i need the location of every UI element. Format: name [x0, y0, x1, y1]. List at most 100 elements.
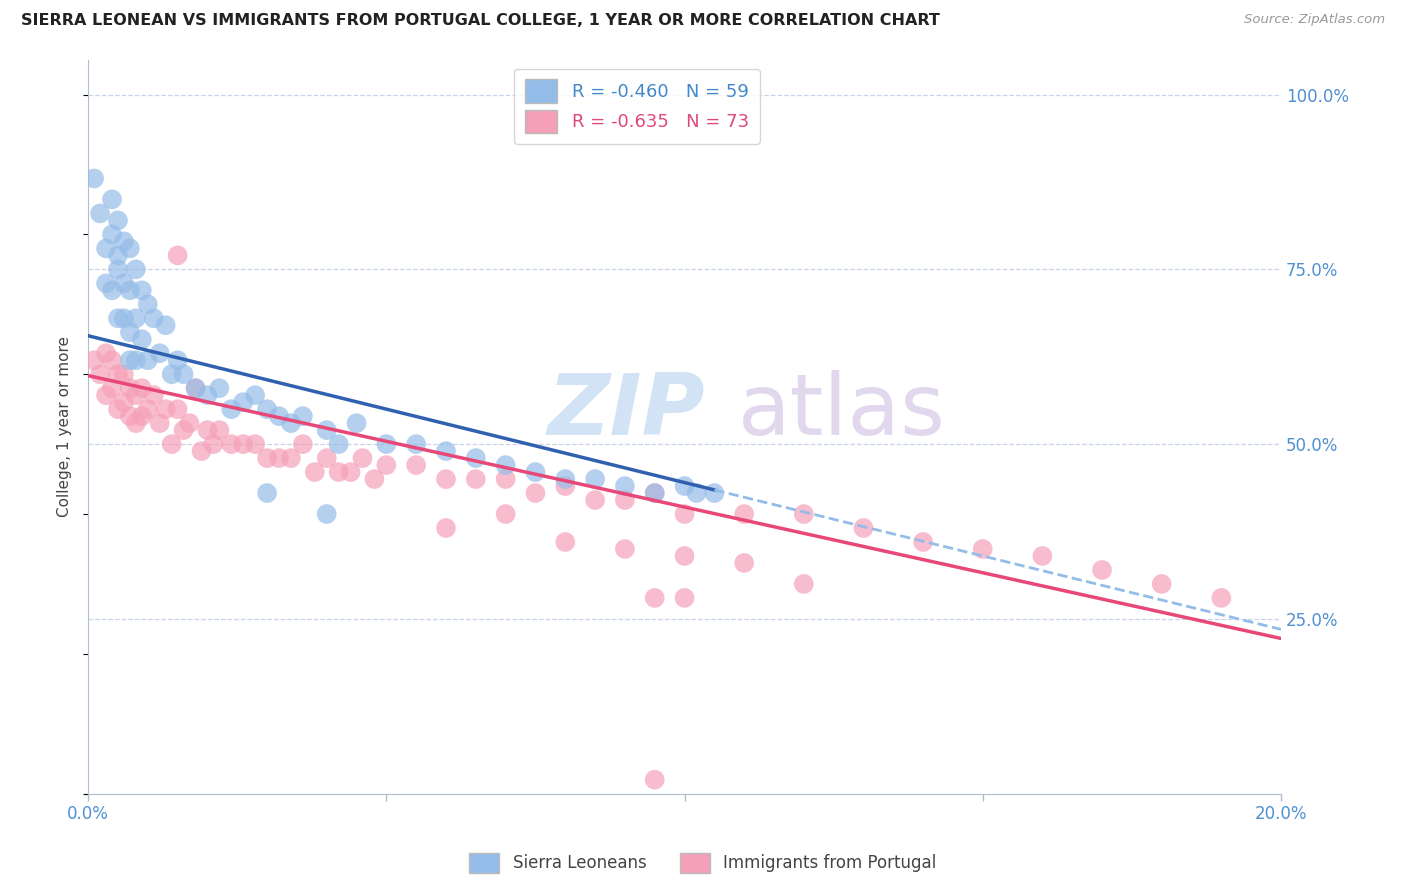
Point: [208, 381, 231, 395]
Point: [703, 486, 725, 500]
Point: [315, 451, 337, 466]
Point: [1211, 591, 1233, 605]
Point: [118, 381, 141, 395]
Point: [912, 535, 935, 549]
Point: [328, 437, 350, 451]
Legend: Sierra Leoneans, Immigrants from Portugal: Sierra Leoneans, Immigrants from Portuga…: [463, 847, 943, 880]
Point: [136, 297, 159, 311]
Point: [208, 423, 231, 437]
Point: [352, 451, 374, 466]
Point: [160, 437, 183, 451]
Point: [142, 388, 165, 402]
Point: [280, 416, 302, 430]
Point: [160, 368, 183, 382]
Point: [733, 507, 755, 521]
Point: [118, 283, 141, 297]
Point: [184, 381, 207, 395]
Point: [101, 381, 124, 395]
Point: [184, 381, 207, 395]
Point: [464, 451, 486, 466]
Point: [155, 402, 177, 417]
Point: [136, 402, 159, 417]
Y-axis label: College, 1 year or more: College, 1 year or more: [58, 336, 72, 517]
Point: [83, 353, 105, 368]
Point: [107, 213, 129, 227]
Point: [107, 402, 129, 417]
Point: [315, 423, 337, 437]
Point: [118, 409, 141, 424]
Point: [673, 479, 696, 493]
Point: [464, 472, 486, 486]
Point: [524, 486, 547, 500]
Point: [291, 437, 314, 451]
Point: [179, 416, 201, 430]
Point: [852, 521, 875, 535]
Point: [256, 451, 278, 466]
Point: [131, 283, 153, 297]
Point: [673, 549, 696, 563]
Point: [583, 493, 606, 508]
Point: [613, 493, 636, 508]
Point: [495, 472, 517, 486]
Point: [363, 472, 385, 486]
Point: [166, 402, 188, 417]
Point: [125, 262, 148, 277]
Point: [613, 541, 636, 556]
Point: [232, 395, 254, 409]
Point: [125, 416, 148, 430]
Point: [136, 353, 159, 368]
Point: [131, 332, 153, 346]
Text: SIERRA LEONEAN VS IMMIGRANTS FROM PORTUGAL COLLEGE, 1 YEAR OR MORE CORRELATION C: SIERRA LEONEAN VS IMMIGRANTS FROM PORTUG…: [21, 13, 941, 29]
Point: [375, 458, 398, 472]
Point: [256, 402, 278, 417]
Point: [112, 311, 135, 326]
Point: [149, 416, 172, 430]
Point: [793, 577, 815, 591]
Point: [793, 507, 815, 521]
Point: [190, 444, 212, 458]
Point: [197, 423, 219, 437]
Point: [280, 451, 302, 466]
Point: [166, 353, 188, 368]
Point: [613, 479, 636, 493]
Point: [434, 444, 457, 458]
Point: [118, 241, 141, 255]
Point: [221, 402, 243, 417]
Point: [644, 486, 666, 500]
Point: [291, 409, 314, 424]
Point: [101, 227, 124, 242]
Point: [644, 591, 666, 605]
Point: [89, 206, 111, 220]
Point: [554, 479, 576, 493]
Point: [94, 241, 117, 255]
Point: [142, 311, 165, 326]
Point: [243, 388, 266, 402]
Point: [107, 248, 129, 262]
Point: [125, 388, 148, 402]
Point: [1031, 549, 1053, 563]
Text: Source: ZipAtlas.com: Source: ZipAtlas.com: [1244, 13, 1385, 27]
Point: [125, 311, 148, 326]
Point: [673, 507, 696, 521]
Point: [112, 277, 135, 291]
Point: [375, 437, 398, 451]
Point: [232, 437, 254, 451]
Point: [583, 472, 606, 486]
Point: [304, 465, 326, 479]
Point: [112, 368, 135, 382]
Point: [112, 235, 135, 249]
Point: [166, 248, 188, 262]
Point: [101, 283, 124, 297]
Point: [972, 541, 994, 556]
Point: [1091, 563, 1114, 577]
Point: [94, 346, 117, 360]
Point: [405, 437, 427, 451]
Point: [173, 423, 195, 437]
Point: [101, 193, 124, 207]
Point: [83, 171, 105, 186]
Point: [673, 591, 696, 605]
Point: [197, 388, 219, 402]
Point: [495, 507, 517, 521]
Point: [131, 409, 153, 424]
Point: [554, 535, 576, 549]
